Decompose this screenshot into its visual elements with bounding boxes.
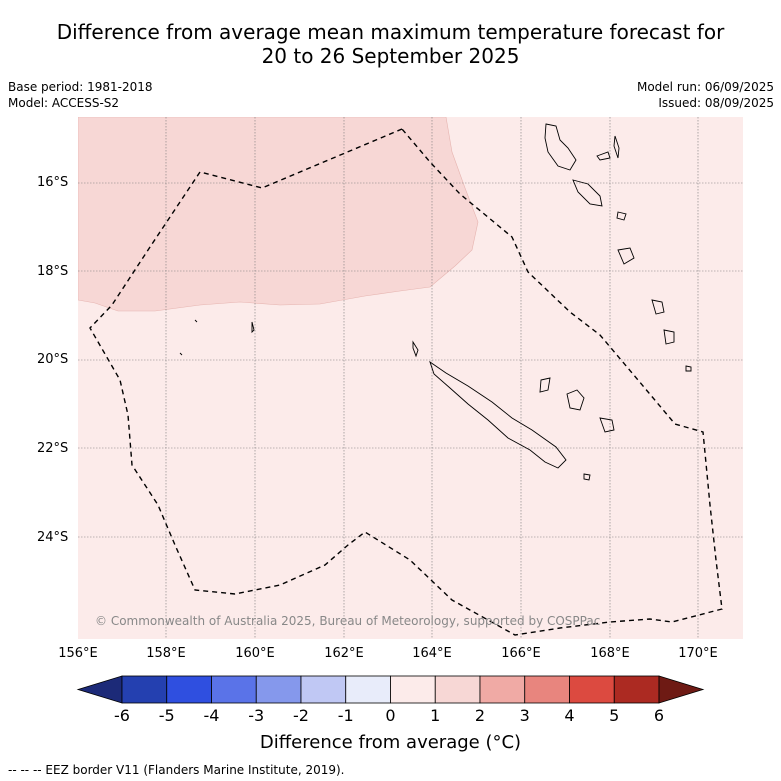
colorbar-segment — [345, 675, 391, 704]
colorbar-segment — [166, 675, 212, 704]
tanna-island — [651, 299, 665, 315]
anomaly-field-high — [78, 117, 479, 312]
colorbar-tick-label: -1 — [337, 706, 354, 725]
lon-label-160e: 160°E — [235, 646, 275, 661]
colorbar-extend-high — [658, 675, 705, 704]
eez-border-legend: -- -- -- EEZ border V11 (Flanders Marine… — [8, 763, 345, 777]
map-gridlines — [78, 117, 743, 639]
colorbar-tick-label: -6 — [114, 706, 130, 725]
colorbar-tick-label: 0 — [385, 706, 396, 725]
ouvea-island — [539, 377, 551, 393]
model-run: Model run: 06/09/2025 — [636, 80, 774, 94]
colorbar-tick-label: -5 — [158, 706, 175, 725]
colorbar-segment — [569, 675, 615, 704]
colorbar-segment — [390, 675, 436, 704]
colorbar-tick-label: 2 — [474, 706, 486, 725]
lat-label-16s: 16°S — [37, 175, 69, 190]
lon-label-168e: 168°E — [590, 646, 630, 661]
colorbar-tick-label: -2 — [293, 706, 309, 725]
eez-border — [89, 128, 723, 636]
lon-label-156e: 156°E — [58, 646, 98, 661]
lon-label-166e: 166°E — [501, 646, 541, 661]
small-islet-b — [179, 352, 183, 356]
ambae-island — [596, 151, 611, 161]
colorbar-segment — [211, 675, 257, 704]
efate-island — [616, 211, 627, 221]
lon-label-170e: 170°E — [678, 646, 718, 661]
erromango-island — [617, 247, 635, 265]
lifou-island — [566, 389, 585, 411]
colorbar-tick-label: -4 — [203, 706, 220, 725]
colorbar-tick-label: 4 — [564, 706, 575, 725]
islands — [179, 123, 692, 481]
maewo-island — [613, 135, 620, 159]
hunter-island — [685, 365, 692, 372]
colorbar-segment — [255, 675, 302, 704]
espiritu-santo-island — [544, 123, 577, 171]
colorbar-segment — [121, 675, 168, 704]
colorbar-title: Difference from average (°C) — [259, 732, 522, 753]
colorbar-tick-label: 6 — [653, 706, 665, 725]
belep-island — [412, 340, 419, 358]
lon-label-164e: 164°E — [412, 646, 452, 661]
lat-label-24s: 24°S — [37, 530, 69, 545]
colorbar-segment — [434, 675, 481, 704]
colorbar-segment — [300, 675, 347, 704]
colorbar-tick-label: -3 — [248, 706, 265, 725]
isle-of-pines — [583, 473, 591, 481]
colorbar-segment — [613, 675, 660, 704]
lat-label-18s: 18°S — [37, 264, 69, 279]
small-islet-a — [194, 319, 198, 323]
colorbar-extend-low — [76, 675, 123, 704]
map-title-line2: 20 to 26 September 2025 — [261, 44, 520, 68]
lon-label-162e: 162°E — [324, 646, 364, 661]
colorbar-tick-label: 5 — [609, 706, 620, 725]
colorbar-segment — [524, 675, 570, 704]
colorbar-tick-label: 1 — [430, 706, 441, 725]
colorbar-segment — [479, 675, 526, 704]
mare-island — [599, 417, 615, 433]
chesterfield-island — [251, 321, 255, 334]
colorbar-tick-label: 3 — [519, 706, 530, 725]
base-period: Base period: 1981-2018 — [8, 80, 153, 94]
lat-label-22s: 22°S — [37, 441, 69, 456]
model-name: Model: ACCESS-S2 — [8, 96, 120, 110]
lat-label-20s: 20°S — [37, 352, 69, 367]
aneityum-island — [663, 329, 675, 345]
copyright-notice: © Commonwealth of Australia 2025, Bureau… — [95, 614, 601, 628]
new-caledonia-island — [429, 360, 567, 469]
colorbar — [76, 675, 705, 704]
malakula-island — [572, 179, 603, 207]
issued-date: Issued: 08/09/2025 — [658, 96, 774, 110]
map-title-line1: Difference from average mean maximum tem… — [56, 20, 725, 44]
lon-label-158e: 158°E — [146, 646, 186, 661]
